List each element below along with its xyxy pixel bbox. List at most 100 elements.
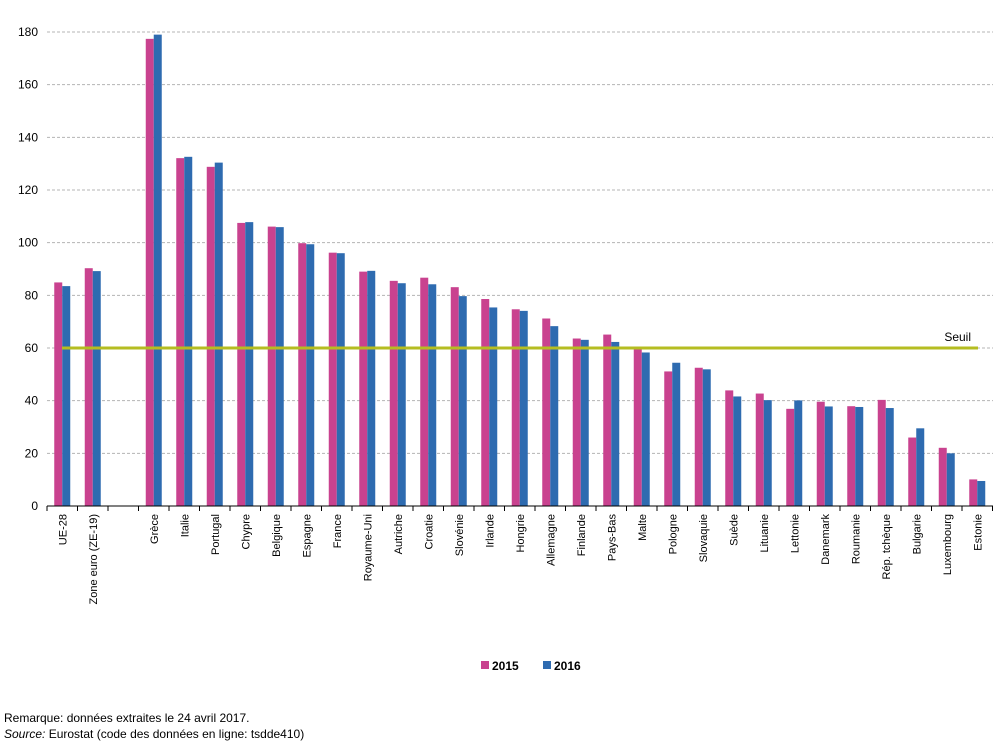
bar-2016-Belgique bbox=[275, 227, 284, 506]
bar-2015-Slovénie bbox=[450, 287, 459, 506]
bar-chart: 0 20 40 60 80 100 120 140 160 180 UE-28 Zone euro … bbox=[18, 25, 993, 673]
bar-2015-Chypre bbox=[237, 222, 246, 506]
category-label: Chypre bbox=[240, 514, 252, 549]
bar-2016-Chypre bbox=[245, 222, 254, 507]
bar-2016-Malte bbox=[641, 352, 650, 506]
bar-2015-Hongrie bbox=[511, 309, 520, 506]
category-label: Malte bbox=[637, 514, 649, 541]
legend: 2015 2016 bbox=[481, 659, 581, 673]
bar-2016-Finlande bbox=[580, 339, 589, 506]
category-label: Danemark bbox=[820, 514, 832, 565]
category-label: Suède bbox=[728, 514, 740, 546]
y-tick-label: 140 bbox=[18, 130, 38, 144]
category-label: UE-28 bbox=[57, 514, 69, 545]
bar-2015-Pays-Bas bbox=[603, 334, 612, 506]
category-label: Pologne bbox=[667, 514, 679, 554]
bar-2016-France bbox=[336, 253, 345, 506]
bar-2016-Danemark bbox=[824, 406, 833, 506]
category-label: Pays-Bas bbox=[606, 514, 618, 562]
y-tick-label: 120 bbox=[18, 183, 38, 197]
category-label: Luxembourg bbox=[942, 514, 954, 575]
bar-2015-Belgique bbox=[267, 226, 276, 506]
bar-2015-Finlande bbox=[572, 338, 581, 506]
bar-2016-Suède bbox=[733, 396, 742, 506]
bar-2015-Royaume-Uni bbox=[359, 271, 368, 506]
footnote-source: Source: Eurostat (code des données en li… bbox=[4, 726, 304, 742]
y-tick-label: 160 bbox=[18, 78, 38, 92]
bar-2015-Lettonie bbox=[786, 408, 795, 506]
bars-layer bbox=[54, 34, 986, 507]
bar-2015-Zone euro (ZE-19) bbox=[84, 268, 93, 506]
category-label: Estonie bbox=[972, 514, 984, 551]
category-label: Italie bbox=[179, 514, 191, 537]
category-label: Rép. tchèque bbox=[881, 514, 893, 579]
bar-2015-Bulgarie bbox=[908, 437, 917, 506]
bar-2016-Pologne bbox=[672, 362, 681, 506]
category-label: Roumanie bbox=[850, 514, 862, 564]
category-label: Espagne bbox=[301, 514, 313, 557]
bar-2016-Lituanie bbox=[763, 400, 772, 506]
bar-2016-Hongrie bbox=[519, 310, 528, 506]
x-axis-category-labels: UE-28 Zone euro (ZE-19) Grèce Italie Portuga… bbox=[57, 514, 984, 605]
category-label: Grèce bbox=[149, 514, 161, 544]
bar-2015-France bbox=[328, 252, 337, 506]
legend-label-2015: 2015 bbox=[492, 659, 519, 673]
bar-2015-Lituanie bbox=[755, 393, 764, 506]
y-tick-label: 80 bbox=[25, 288, 39, 302]
category-label: Bulgarie bbox=[911, 514, 923, 554]
bar-2016-Autriche bbox=[397, 283, 406, 506]
threshold-label: Seuil bbox=[944, 330, 971, 344]
footnote-remark: Remarque: données extraites le 24 avril … bbox=[4, 711, 250, 725]
category-label: France bbox=[332, 514, 344, 548]
category-label: Zone euro (ZE-19) bbox=[88, 514, 100, 604]
bar-2015-Irlande bbox=[481, 299, 490, 506]
bar-2016-Royaume-Uni bbox=[367, 270, 376, 506]
category-label: Autriche bbox=[393, 514, 405, 554]
bar-2016-UE-28 bbox=[62, 286, 71, 506]
threshold-line-group: Seuil bbox=[62, 330, 978, 350]
bar-2015-Grèce bbox=[145, 38, 154, 506]
bar-2015-Estonie bbox=[969, 479, 978, 506]
bar-2015-Rép. tchèque bbox=[877, 399, 886, 506]
bar-2016-Allemagne bbox=[550, 326, 559, 506]
category-label: Hongrie bbox=[515, 514, 527, 553]
category-label: Portugal bbox=[210, 514, 222, 555]
legend-label-2016: 2016 bbox=[554, 659, 581, 673]
legend-swatch-2015 bbox=[481, 661, 489, 669]
bar-2015-Portugal bbox=[206, 166, 215, 506]
bar-2016-Slovénie bbox=[458, 296, 467, 506]
bar-2016-Slovaquie bbox=[702, 369, 711, 506]
category-label: Croatie bbox=[423, 514, 435, 549]
bar-2015-Italie bbox=[176, 158, 185, 507]
bar-2015-Malte bbox=[633, 347, 642, 506]
category-label: Lituanie bbox=[759, 514, 771, 553]
x-axis bbox=[46, 505, 993, 511]
bar-2016-Luxembourg bbox=[946, 453, 955, 506]
bar-2015-UE-28 bbox=[54, 282, 63, 506]
legend-swatch-2016 bbox=[543, 661, 551, 669]
bar-2016-Roumanie bbox=[855, 406, 864, 506]
bar-2016-Espagne bbox=[306, 244, 315, 506]
footnote-source-text: Eurostat (code des données en ligne: tsd… bbox=[45, 727, 305, 741]
category-label: Belgique bbox=[271, 514, 283, 557]
category-label: Irlande bbox=[484, 514, 496, 548]
category-label: Slovaquie bbox=[698, 514, 710, 562]
footnote-source-prefix: Source: bbox=[4, 727, 46, 741]
bar-2015-Croatie bbox=[420, 277, 429, 506]
bar-2016-Italie bbox=[184, 156, 193, 506]
category-label: Slovénie bbox=[454, 514, 466, 556]
bar-2015-Roumanie bbox=[847, 406, 856, 506]
bar-2015-Allemagne bbox=[542, 318, 551, 506]
bar-2015-Luxembourg bbox=[938, 447, 947, 506]
bar-2016-Grèce bbox=[153, 34, 162, 507]
bar-2015-Suède bbox=[725, 390, 734, 506]
bar-2015-Espagne bbox=[298, 243, 307, 506]
bar-2016-Lettonie bbox=[794, 400, 803, 506]
bar-2016-Bulgarie bbox=[916, 428, 925, 506]
category-label: Finlande bbox=[576, 514, 588, 556]
bar-2016-Pays-Bas bbox=[611, 341, 620, 506]
y-tick-label: 100 bbox=[18, 236, 38, 250]
bar-2015-Autriche bbox=[389, 280, 398, 506]
y-tick-label: 60 bbox=[25, 341, 39, 355]
y-axis-tick-labels: 0 20 40 60 80 100 120 140 160 180 bbox=[18, 25, 38, 513]
